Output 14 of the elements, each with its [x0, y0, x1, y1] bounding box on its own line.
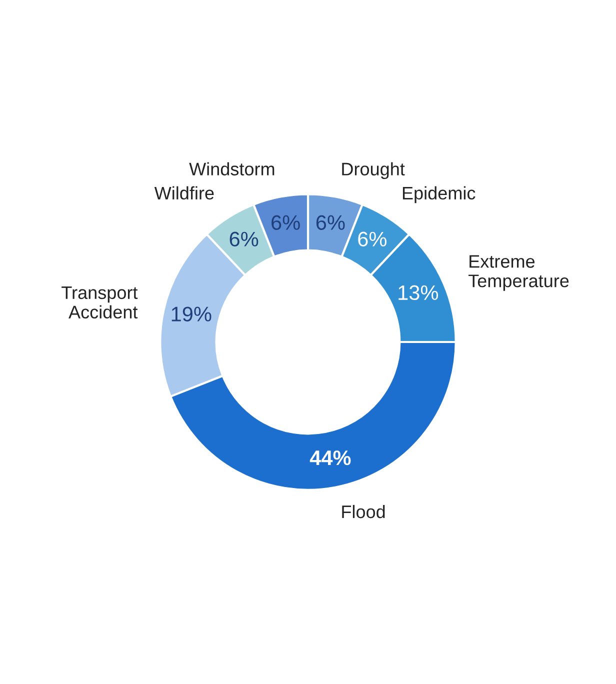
data-label: 6%	[358, 232, 386, 246]
slice-label: Flood	[342, 504, 385, 518]
slice-label: Epidemic	[402, 186, 476, 204]
data-label: 6%	[316, 215, 345, 230]
data-label: 13%	[398, 285, 438, 300]
slice-label: Transport Accident	[62, 286, 138, 319]
data-label: 6%	[272, 215, 300, 230]
data-label: 44%	[310, 450, 351, 466]
data-label: 6%	[230, 232, 258, 246]
slice-label: Extreme Temperature	[468, 255, 569, 291]
data-label: 19%	[172, 306, 212, 322]
slice-label: Windstorm	[189, 162, 274, 176]
slice-label: Wildfire	[154, 186, 214, 200]
slice-label: Drought	[342, 162, 405, 180]
